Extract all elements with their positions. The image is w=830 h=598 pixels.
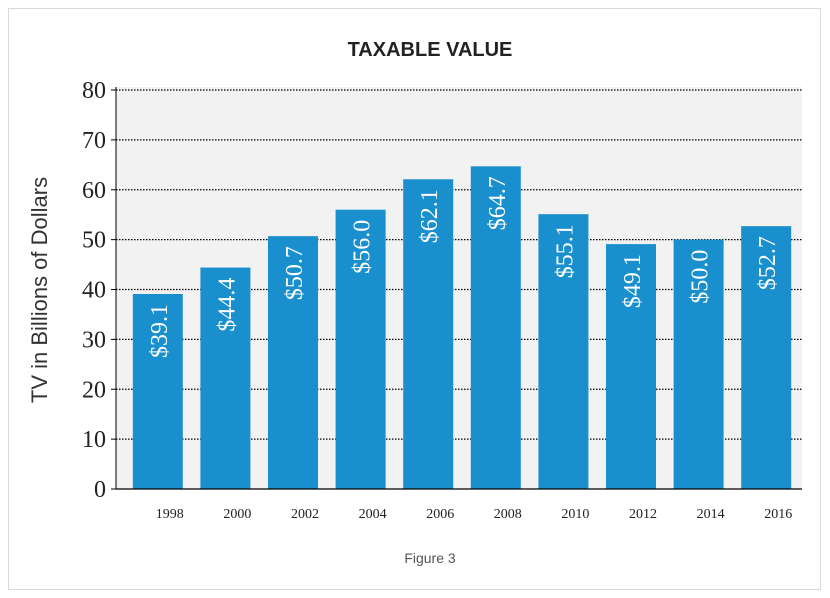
bar-value-label: $50.7 xyxy=(282,246,308,300)
bar xyxy=(538,214,589,489)
x-tick-label: 2010 xyxy=(561,507,589,522)
bar-value-label: $52.7 xyxy=(755,236,781,290)
bar-chart: $39.1 $44.4 $50.7 $56.0 $62.1 $64.7 $55.1 $49.1… xyxy=(27,39,802,566)
x-tick-label: 2006 xyxy=(426,507,454,522)
chart-frame: $39.1 $44.4 $50.7 $56.0 $62.1 $64.7 $55.1 $49.1… xyxy=(8,8,821,590)
x-tick-label: 2012 xyxy=(629,507,657,522)
y-tick-label: 80 xyxy=(82,78,106,104)
bar xyxy=(673,239,724,489)
x-tick-label: 2002 xyxy=(291,507,319,522)
figure-caption: Figure 3 xyxy=(404,550,456,566)
y-axis-label: TV in Billions of Dollars xyxy=(27,177,52,403)
x-tick-label: 1998 xyxy=(156,507,184,522)
bar-value-label: $44.4 xyxy=(214,278,240,332)
x-tick-label: 2004 xyxy=(359,507,387,522)
bars xyxy=(132,166,792,489)
bar-value-label: $50.0 xyxy=(688,250,714,304)
y-tick-label: 40 xyxy=(82,278,106,304)
y-tick-label: 60 xyxy=(82,178,106,204)
x-tick-label: 2014 xyxy=(697,507,725,522)
bar xyxy=(606,244,656,489)
bar xyxy=(335,209,386,489)
bar-value-label: $39.1 xyxy=(147,304,173,358)
y-tick-label: 70 xyxy=(82,128,106,154)
bar-value-label: $55.1 xyxy=(552,224,578,278)
x-axis-ticks: 1998 2000 2002 2004 2006 2008 2010 2012 2014 2016 xyxy=(156,507,792,522)
bar-value-label: $56.0 xyxy=(350,220,376,274)
y-tick-label: 30 xyxy=(82,327,106,353)
bar-value-label: $49.1 xyxy=(620,254,646,308)
bar-value-label: $62.1 xyxy=(417,189,443,243)
bar-value-label: $64.7 xyxy=(485,176,511,230)
bar xyxy=(200,267,251,489)
bar xyxy=(268,236,318,489)
x-tick-label: 2008 xyxy=(494,507,522,522)
bar xyxy=(741,226,792,489)
x-tick-label: 2016 xyxy=(764,507,792,522)
y-axis-ticks: 0 10 20 30 40 50 60 70 80 xyxy=(82,78,116,503)
bar xyxy=(132,293,183,489)
bar-labels: $39.1 $44.4 $50.7 $56.0 $62.1 $64.7 $55.1 $49.1… xyxy=(147,176,781,358)
y-tick-label: 20 xyxy=(82,377,106,403)
y-tick-label: 50 xyxy=(82,228,106,254)
bar xyxy=(403,179,454,489)
x-tick-label: 2000 xyxy=(223,507,251,522)
y-tick-label: 0 xyxy=(94,477,106,503)
y-tick-label: 10 xyxy=(82,427,106,453)
chart-title: TAXABLE VALUE xyxy=(348,39,513,61)
bar xyxy=(470,166,521,489)
